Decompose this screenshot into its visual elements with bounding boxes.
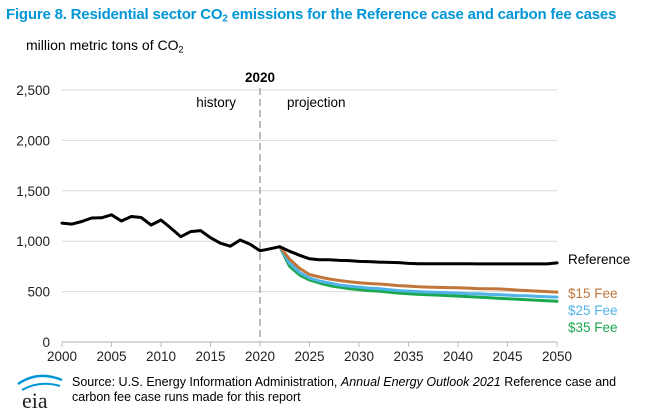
eia-logo: eia bbox=[17, 374, 63, 413]
axes: 0 500 1,000 1,500 2,000 2,500 2000 2005 2010 2015… bbox=[16, 83, 572, 364]
divider-year-label: 2020 bbox=[245, 70, 275, 85]
series-line bbox=[278, 245, 559, 294]
history-label: history bbox=[196, 95, 236, 110]
y-tick-label: 1,000 bbox=[16, 234, 50, 249]
source-note: Source: U.S. Energy Information Administ… bbox=[72, 375, 617, 404]
series-lines bbox=[60, 213, 559, 303]
svg-text:eia: eia bbox=[22, 388, 48, 413]
series-line bbox=[60, 213, 559, 266]
chart-title: Figure 8. Residential sector CO2 emissio… bbox=[6, 6, 617, 25]
x-tick-label: 2010 bbox=[146, 349, 176, 364]
y-tick-label: 0 bbox=[42, 335, 50, 350]
x-tick-label: 2000 bbox=[47, 349, 77, 364]
y-axis-label: million metric tons of CO2 bbox=[26, 37, 184, 55]
x-tick-label: 2050 bbox=[542, 349, 572, 364]
y-tick-label: 2,000 bbox=[16, 133, 50, 148]
series-line bbox=[278, 245, 559, 299]
series-label: $25 Fee bbox=[568, 303, 618, 318]
series-label: $15 Fee bbox=[568, 286, 618, 301]
line-chart: 2020 history projection 0 500 1,000 1,500 2,… bbox=[16, 70, 630, 364]
series-label: $35 Fee bbox=[568, 320, 618, 335]
x-tick-label: 2045 bbox=[492, 349, 522, 364]
series-label: Reference bbox=[568, 252, 630, 267]
series-line bbox=[278, 245, 559, 303]
x-tick-label: 2030 bbox=[344, 349, 374, 364]
x-tick-label: 2035 bbox=[393, 349, 423, 364]
y-tick-label: 500 bbox=[27, 285, 50, 300]
projection-label: projection bbox=[287, 95, 346, 110]
x-tick-label: 2015 bbox=[195, 349, 225, 364]
y-tick-label: 1,500 bbox=[16, 184, 50, 199]
x-tick-label: 2005 bbox=[96, 349, 126, 364]
x-tick-label: 2040 bbox=[443, 349, 473, 364]
series-labels: Reference $15 Fee $25 Fee $35 Fee bbox=[568, 252, 630, 335]
y-tick-label: 2,500 bbox=[16, 83, 50, 98]
x-tick-label: 2020 bbox=[245, 349, 275, 364]
x-tick-label: 2025 bbox=[294, 349, 324, 364]
gridlines bbox=[62, 89, 557, 293]
